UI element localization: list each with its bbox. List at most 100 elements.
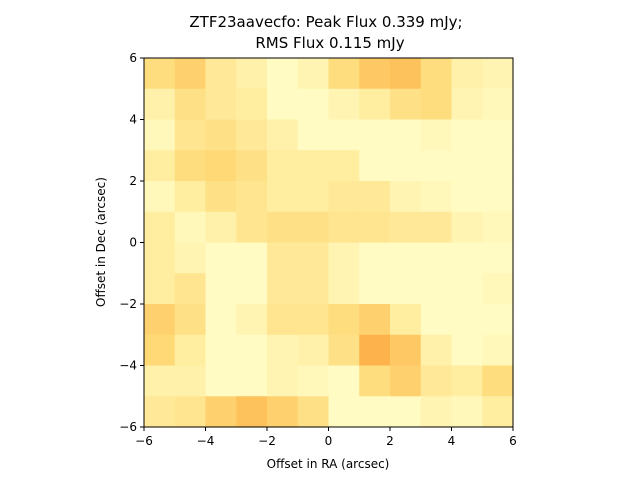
heatmap-cell	[236, 365, 268, 397]
heatmap-cell	[328, 273, 360, 305]
heatmap-cell	[236, 150, 268, 182]
heatmap-cell	[236, 273, 268, 305]
heatmap-cell	[328, 88, 360, 121]
x-tick-label: −4	[197, 434, 215, 448]
heatmap-cell	[297, 273, 330, 305]
heatmap-cell	[451, 181, 483, 213]
heatmap-cell	[482, 211, 514, 244]
heatmap-cell	[267, 242, 299, 274]
heatmap-cell	[236, 334, 268, 367]
heatmap-cell	[328, 365, 360, 397]
heatmap-cell	[390, 365, 422, 397]
heatmap-cell	[359, 58, 391, 90]
heatmap-cell	[267, 273, 299, 305]
heatmap-cell	[144, 365, 176, 397]
heatmap-cell	[267, 181, 299, 213]
heatmap-cell	[267, 304, 299, 336]
heatmap-cell	[236, 181, 268, 213]
heatmap-cell	[267, 150, 299, 182]
heatmap-cell	[420, 273, 453, 305]
x-axis-label: Offset in RA (arcsec)	[267, 457, 390, 471]
heatmap-cell	[451, 58, 483, 90]
heatmap-cell	[144, 150, 176, 182]
heatmap-cell	[451, 88, 483, 121]
heatmap-cell	[297, 150, 330, 182]
heatmap-cell	[144, 304, 176, 336]
y-tick-label: −4	[119, 359, 137, 373]
heatmap-cell	[390, 242, 422, 274]
heatmap-cell	[359, 150, 391, 182]
heatmap-cell	[328, 150, 360, 182]
heatmap-cell	[359, 88, 391, 121]
heatmap-cells	[144, 58, 514, 428]
heatmap-cell	[359, 181, 391, 213]
heatmap-cell	[359, 334, 391, 367]
heatmap-cell	[205, 304, 237, 336]
heatmap-cell	[328, 304, 360, 336]
heatmap-cell	[297, 334, 330, 367]
chart-title-line2: RMS Flux 0.115 mJy	[255, 34, 404, 52]
heatmap-cell	[390, 334, 422, 367]
heatmap-cell	[236, 119, 268, 151]
heatmap-cell	[297, 304, 330, 336]
y-tick-label: −6	[119, 420, 137, 434]
heatmap-cell	[297, 365, 330, 397]
heatmap-cell	[205, 88, 237, 121]
heatmap-cell	[297, 88, 330, 121]
heatmap-cell	[144, 211, 176, 244]
heatmap-cell	[174, 181, 207, 213]
heatmap-cell	[451, 273, 483, 305]
x-tick-label: 2	[386, 434, 394, 448]
heatmap-cell	[482, 365, 514, 397]
x-tick-label: −2	[258, 434, 276, 448]
heatmap-cell	[420, 304, 453, 336]
heatmap-cell	[420, 211, 453, 244]
heatmap-cell	[451, 396, 483, 428]
heatmap-cell	[205, 273, 237, 305]
heatmap-cell	[482, 58, 514, 90]
heatmap-cell	[420, 119, 453, 151]
heatmap-cell	[205, 58, 237, 90]
heatmap-cell	[420, 150, 453, 182]
heatmap-cell	[482, 88, 514, 121]
x-axis: −6 −4 −2 0 2 4 6	[135, 427, 517, 448]
heatmap-cell	[482, 150, 514, 182]
heatmap-cell	[205, 181, 237, 213]
heatmap-cell	[359, 119, 391, 151]
y-tick-label: 6	[129, 51, 137, 65]
x-tick-label: 0	[325, 434, 333, 448]
heatmap-cell	[205, 242, 237, 274]
heatmap-cell	[267, 119, 299, 151]
heatmap-cell	[267, 58, 299, 90]
heatmap-cell	[174, 304, 207, 336]
y-tick-label: 2	[129, 174, 137, 188]
heatmap-cell	[267, 211, 299, 244]
heatmap-cell	[297, 181, 330, 213]
heatmap-cell	[482, 242, 514, 274]
heatmap-cell	[174, 119, 207, 151]
heatmap-cell	[420, 88, 453, 121]
heatmap-cell	[451, 365, 483, 397]
heatmap-cell	[174, 273, 207, 305]
heatmap-cell	[144, 181, 176, 213]
heatmap-cell	[267, 396, 299, 428]
heatmap-cell	[328, 58, 360, 90]
heatmap-cell	[144, 58, 176, 90]
heatmap-cell	[482, 304, 514, 336]
heatmap-cell	[174, 365, 207, 397]
heatmap-cell	[451, 211, 483, 244]
heatmap-cell	[205, 334, 237, 367]
heatmap-cell	[174, 334, 207, 367]
heatmap-cell	[236, 211, 268, 244]
y-axis-label: Offset in Dec (arcsec)	[94, 177, 108, 307]
heatmap-cell	[236, 396, 268, 428]
heatmap-cell	[451, 334, 483, 367]
heatmap-cell	[174, 150, 207, 182]
heatmap-cell	[420, 181, 453, 213]
heatmap-cell	[297, 242, 330, 274]
heatmap-cell	[144, 119, 176, 151]
heatmap-cell	[420, 242, 453, 274]
heatmap-cell	[390, 119, 422, 151]
y-tick-label: 0	[129, 236, 137, 250]
heatmap-cell	[174, 396, 207, 428]
